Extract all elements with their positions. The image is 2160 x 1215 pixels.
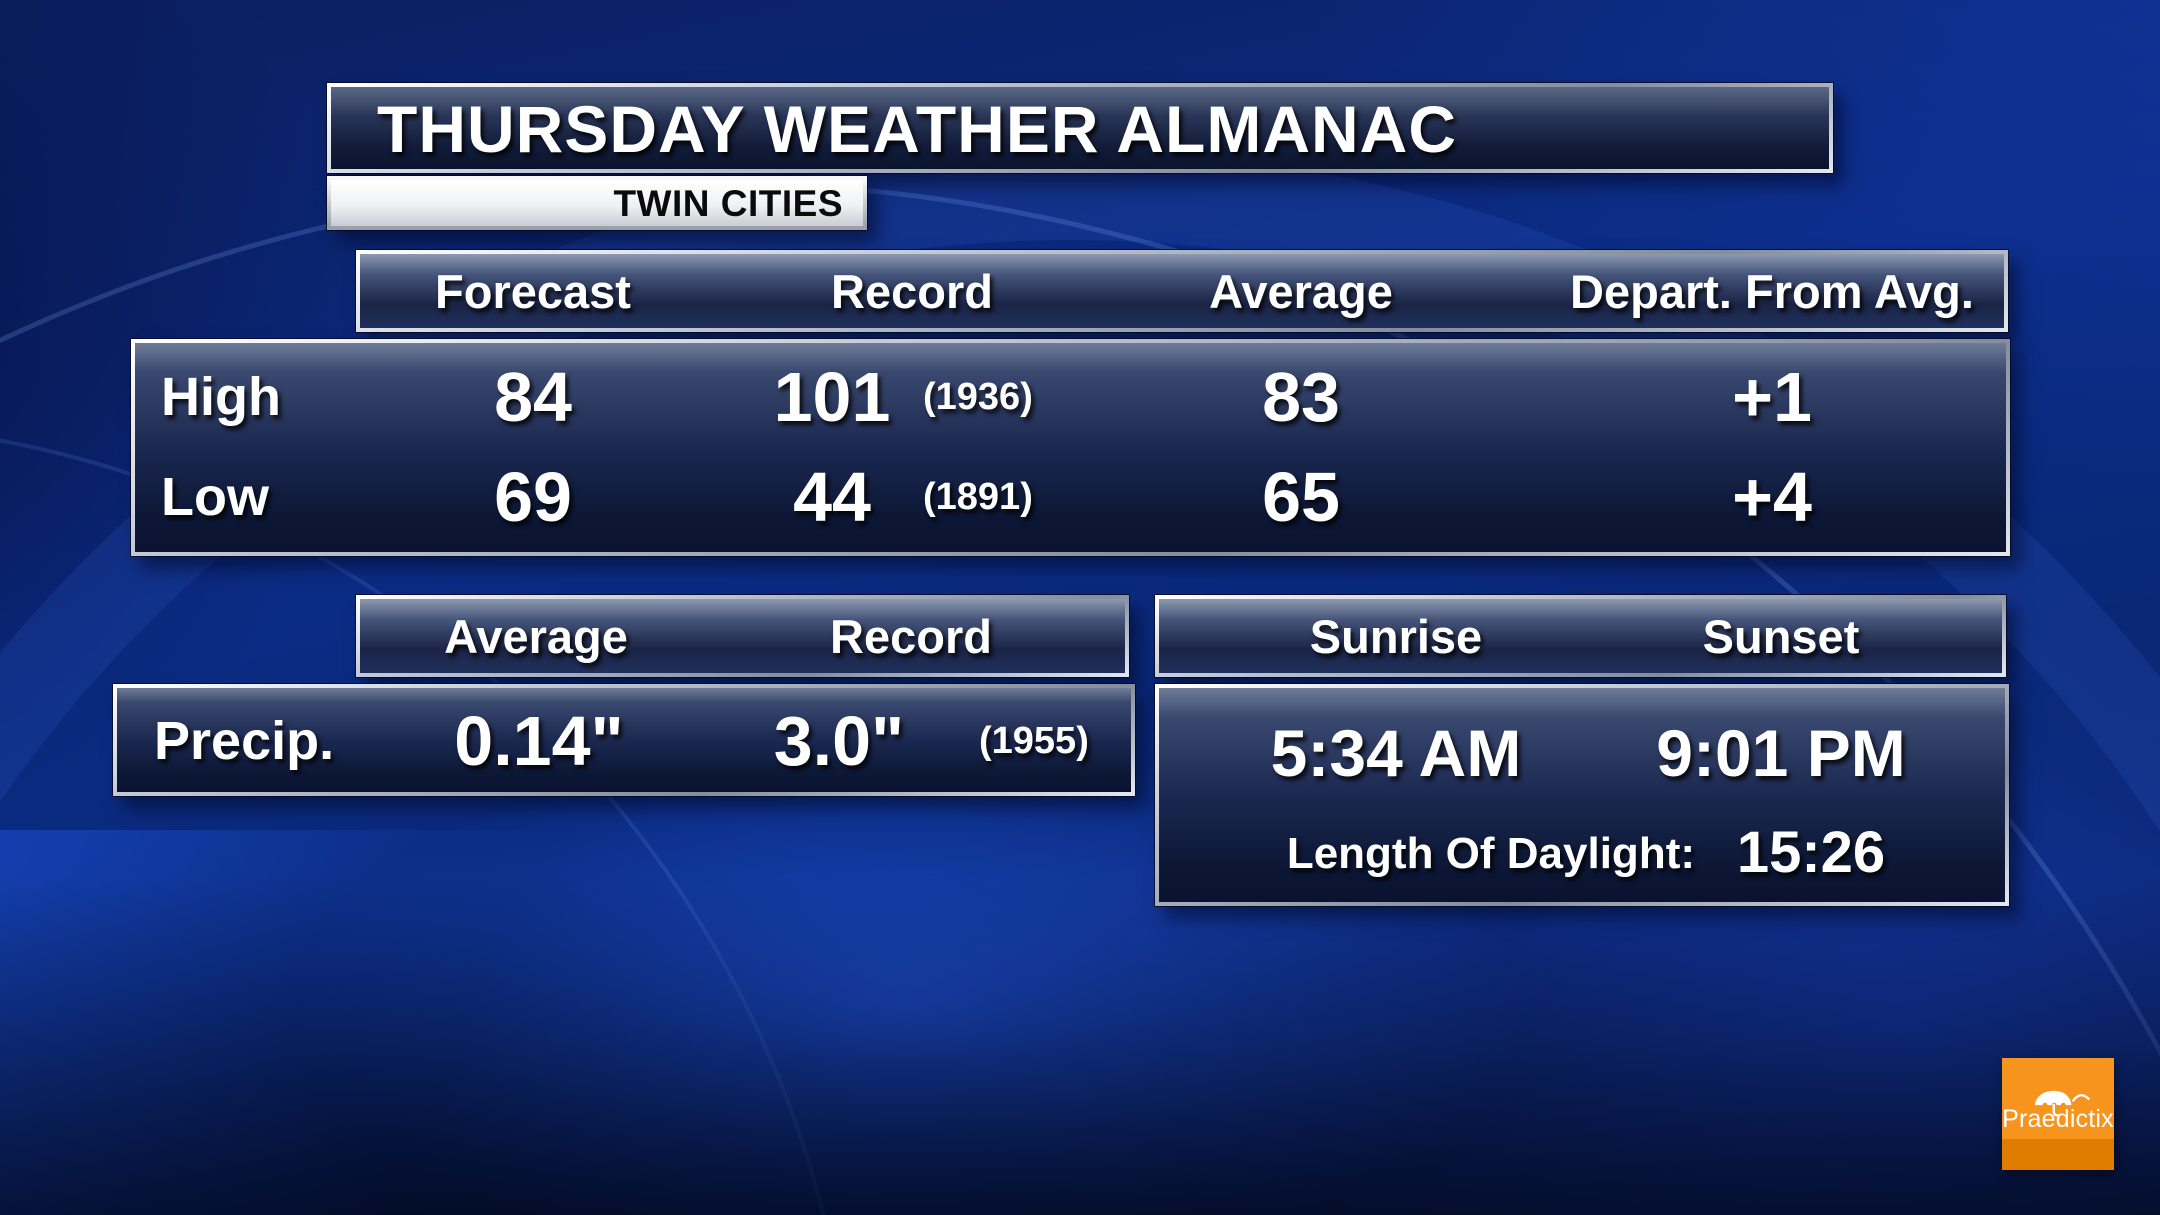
row-label-precip: Precip.: [154, 711, 335, 771]
low-record-year: (1891): [923, 476, 1033, 518]
praedictix-logo: Praedictix: [2002, 1058, 2114, 1170]
high-average-value: 83: [1262, 358, 1340, 436]
sun-panel: 5:34 AM 9:01 PM Length Of Daylight: 15:2…: [1155, 684, 2009, 906]
daylight-value: 15:26: [1736, 820, 1886, 885]
brand-name: Praedictix: [2002, 1105, 2114, 1133]
high-record-year: (1936): [923, 376, 1033, 418]
location-label: TWIN CITIES: [613, 183, 843, 224]
col-header-precip-average: Average: [444, 610, 628, 663]
low-departure-value: +4: [1732, 458, 1812, 536]
location-bar: TWIN CITIES: [327, 176, 867, 230]
row-label-high: High: [161, 367, 281, 427]
high-departure-value: +1: [1732, 358, 1812, 436]
precip-record-year: (1955): [979, 720, 1089, 762]
page-title: THURSDAY WEATHER ALMANAC: [377, 92, 1457, 166]
precip-average-value: 0.14": [454, 702, 624, 780]
precip-record-value: 3.0": [773, 702, 905, 780]
title-bar: THURSDAY WEATHER ALMANAC: [327, 83, 1833, 173]
sun-header-row: Sunrise Sunset: [1155, 595, 2006, 677]
sunset-time: 9:01 PM: [1656, 716, 1906, 790]
low-record-value: 44: [793, 458, 871, 536]
low-forecast-value: 69: [494, 458, 572, 536]
precip-table: Precip. 0.14" 3.0" (1955): [113, 684, 1135, 796]
temps-header-row: Forecast Record Average Depart. From Avg…: [356, 250, 2008, 332]
col-header-average: Average: [1209, 265, 1393, 318]
daylight-label: Length Of Daylight:: [1286, 829, 1695, 878]
sun-times-row: 5:34 AM 9:01 PM: [1159, 698, 2005, 808]
sunrise-time: 5:34 AM: [1270, 716, 1522, 790]
temps-table: High 84 101 (1936) 83 +1 Low 69 44 (1891…: [131, 339, 2010, 556]
high-forecast-value: 84: [494, 358, 572, 436]
table-row-low: Low 69 44 (1891) 65 +4: [135, 445, 2006, 549]
row-label-low: Low: [161, 467, 269, 527]
col-header-departure: Depart. From Avg.: [1570, 265, 1974, 318]
col-header-precip-record: Record: [830, 610, 992, 663]
precip-header-row: Average Record: [356, 595, 1129, 677]
logo-bottom-strip: [2002, 1139, 2114, 1170]
col-header-record: Record: [831, 265, 993, 318]
high-record-value: 101: [773, 358, 891, 436]
table-row-high: High 84 101 (1936) 83 +1: [135, 345, 2006, 449]
col-header-sunrise: Sunrise: [1309, 610, 1483, 663]
low-average-value: 65: [1262, 458, 1340, 536]
daylight-row: Length Of Daylight: 15:26: [1159, 814, 2005, 894]
umbrella-icon: [2031, 1088, 2093, 1125]
col-header-forecast: Forecast: [435, 265, 631, 318]
col-header-sunset: Sunset: [1702, 610, 1860, 663]
